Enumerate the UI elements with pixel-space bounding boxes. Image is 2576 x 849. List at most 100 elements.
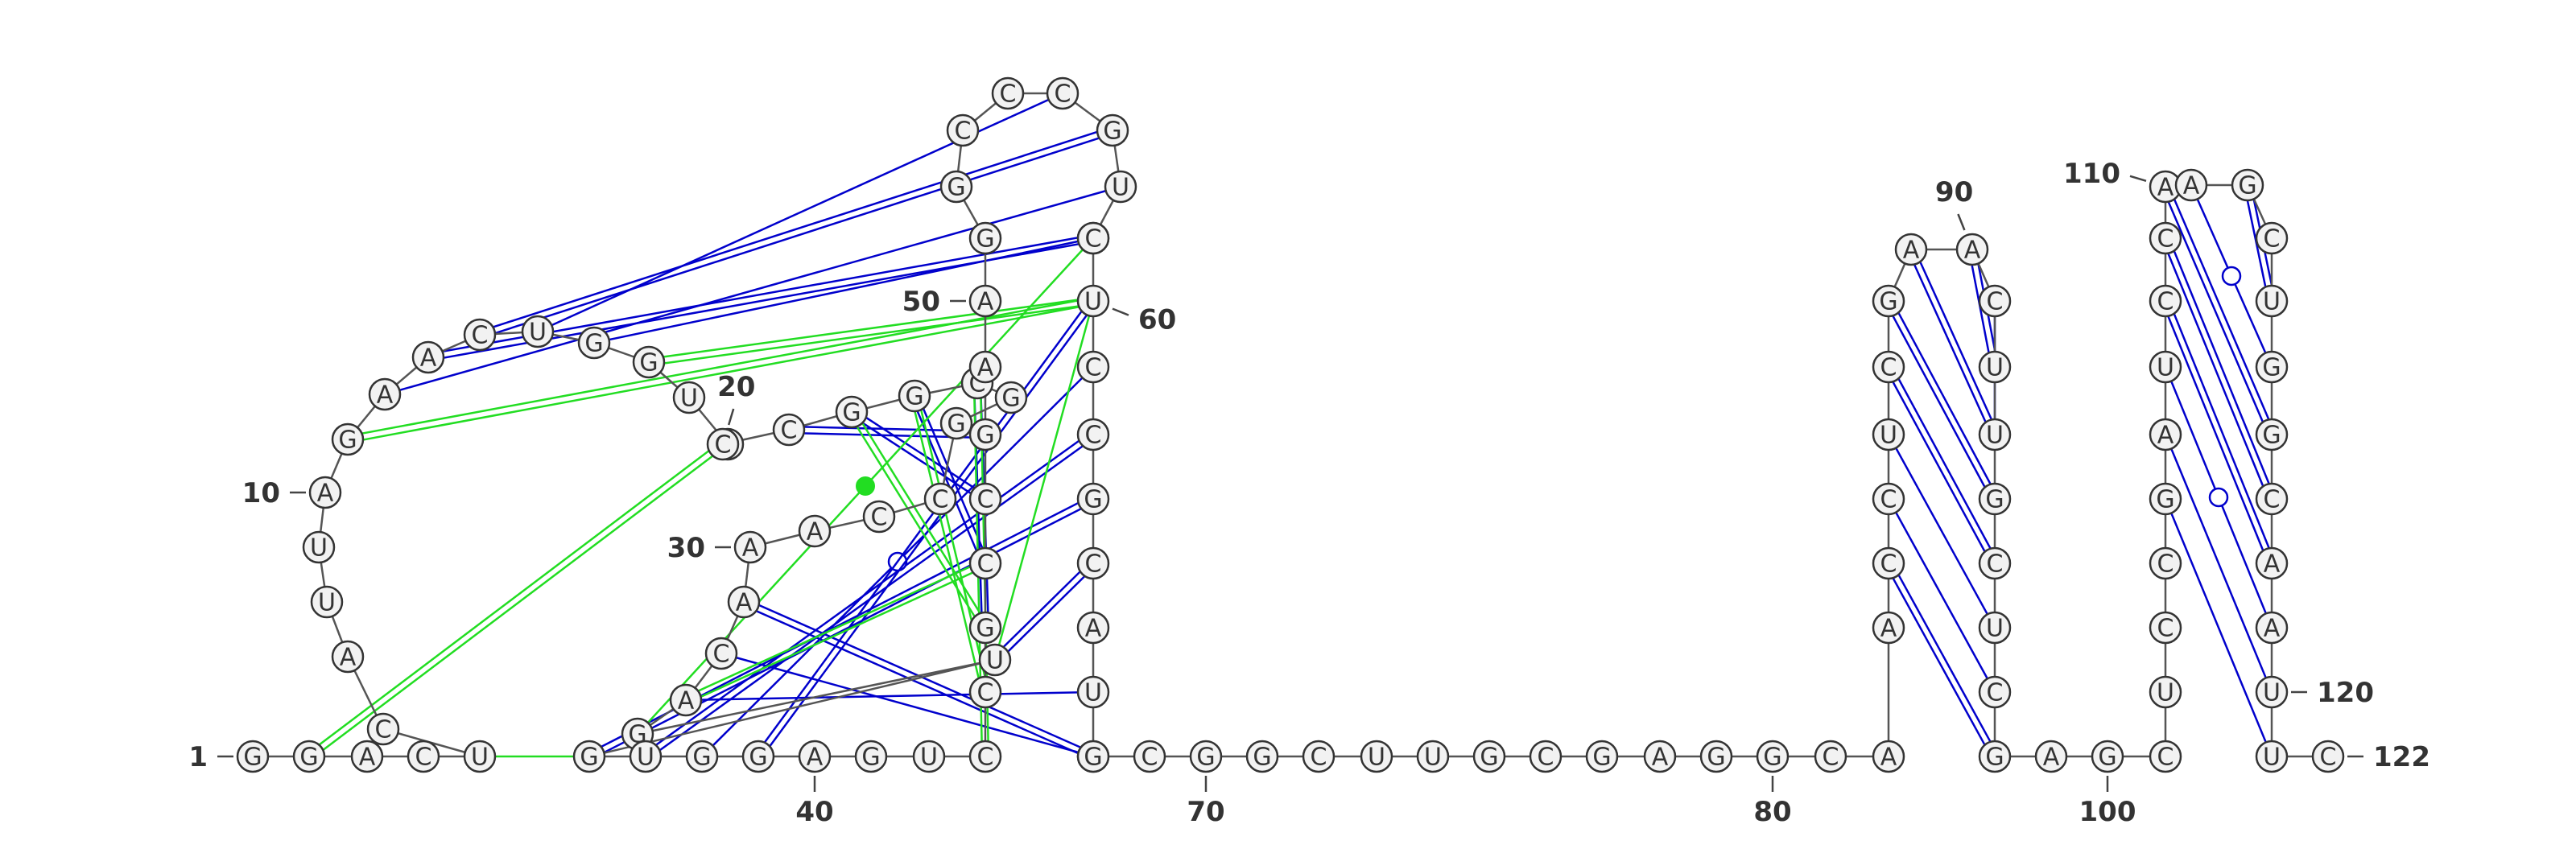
nucleotide-letter: G [1592, 744, 1611, 772]
position-label: 120 [2317, 677, 2374, 709]
nucleotide-circle [939, 406, 973, 440]
nucleotide: U [912, 740, 946, 773]
nucleotide-circle [2149, 675, 2182, 709]
base-pair-canonical-double [1907, 247, 1999, 437]
base-pair-canonical-single [384, 185, 1121, 396]
nucleotide: A [1076, 611, 1110, 645]
position-label: 100 [2079, 796, 2136, 828]
nucleotide-circle [968, 675, 1002, 709]
nucleotide: G [2255, 418, 2289, 451]
nucleotide-circle [308, 476, 342, 509]
nucleotide-circle [672, 381, 706, 414]
nucleotide-circle [923, 482, 957, 516]
nucleotide: C [407, 740, 440, 773]
nucleotide-letter: C [1880, 354, 1897, 382]
nucleotide-letter: A [2264, 550, 2281, 579]
nucleotide: A [331, 640, 365, 674]
nucleotide-circle [704, 637, 738, 670]
base-pair-line [1885, 368, 1993, 566]
base-pair-line [310, 446, 726, 760]
nucleotide: C [1872, 482, 1905, 516]
nucleotide: U [2149, 350, 2182, 384]
base-pair-line [1887, 434, 1996, 629]
nucleotide-letter: G [749, 744, 767, 772]
nucleotide-circle [1978, 675, 2012, 709]
nucleotide-circle [577, 326, 611, 360]
nucleotide: C [1872, 546, 1905, 580]
nucleotide-letter: A [678, 687, 695, 715]
nucleotide-circle [2149, 611, 2182, 645]
base-pair-canonical-single [593, 237, 1094, 344]
nucleotide-letter: G [2098, 744, 2116, 772]
nucleotide: G [939, 406, 973, 440]
nucleotide-circle [1978, 284, 2012, 318]
nucleotide-letter: G [2262, 422, 2281, 450]
nucleotide-letter: G [976, 225, 994, 253]
nucleotide-letter: U [2263, 744, 2281, 772]
nucleotide: U [1360, 740, 1393, 773]
nucleotide: C [862, 500, 896, 534]
nucleotide-letter: A [2043, 744, 2060, 772]
position-label: 10 [242, 477, 280, 509]
nucleotide-letter: C [1880, 550, 1897, 579]
nucleotide-letter: U [1084, 288, 1102, 316]
nucleotide-circle [1894, 233, 1928, 266]
nucleotide-circle [407, 740, 440, 773]
nucleotide: C [1978, 675, 2012, 709]
nucleotide-circle [968, 740, 1002, 773]
nucleotide: A [798, 740, 832, 773]
nucleotide-circle [854, 740, 888, 773]
nucleotide-circle [991, 76, 1025, 110]
position-tick-layer [217, 175, 2363, 792]
nucleotide-letter: A [2157, 422, 2174, 450]
position-label: 90 [1935, 176, 1973, 208]
nucleotide-letter: G [243, 744, 262, 772]
base-pair-line [1890, 561, 1999, 756]
nucleotide-letter: A [340, 644, 357, 672]
nucleotide-circle [1076, 350, 1110, 384]
nucleotide-letter: C [1311, 744, 1327, 772]
nucleotide-letter: U [529, 319, 547, 347]
nucleotide: C [1529, 740, 1563, 773]
nucleotide-letter: G [976, 422, 994, 450]
nucleotide: A [2149, 418, 2182, 451]
nucleotide-letter: G [947, 410, 965, 439]
nucleotide: U [1872, 418, 1905, 451]
nucleotide-circle [772, 413, 806, 447]
nucleotide-letter: C [1987, 550, 2004, 579]
base-pair-line [2161, 302, 2270, 565]
base-pair-line [1887, 498, 1996, 693]
nucleotide-letter: A [742, 534, 759, 563]
nucleotide-letter: C [2157, 744, 2174, 772]
nucleotide-letter: G [1253, 744, 1271, 772]
nucleotide-letter: U [1986, 422, 2004, 450]
base-pair-line [2167, 299, 2276, 563]
nucleotide: A [2255, 546, 2289, 580]
nucleotide: A [733, 530, 767, 564]
nucleotide-circle [733, 530, 767, 564]
nucleotide-circle [1955, 233, 1989, 266]
base-pair-line [849, 414, 985, 503]
nucleotide-letter: A [807, 518, 824, 546]
nucleotide-letter: C [1141, 744, 1158, 772]
nucleotide-letter: G [2156, 486, 2174, 514]
nucleotide-circle [968, 418, 1002, 451]
nucleotide-circle [1756, 740, 1790, 773]
nucleotide-letter: U [2157, 679, 2174, 707]
nucleotide: A [968, 350, 1002, 384]
nucleotide-circle [1104, 170, 1137, 204]
nucleotide-circle [1076, 418, 1110, 451]
base-pair-line [348, 303, 1094, 444]
nucleotide-circle [1643, 740, 1677, 773]
nucleotide-circle [302, 530, 336, 564]
nucleotide-circle [2255, 740, 2289, 773]
nucleotide: C [991, 76, 1025, 110]
nucleotide-letter: A [2157, 174, 2174, 202]
nucleotide: G [1245, 740, 1279, 773]
nucleotide-letter: C [977, 550, 994, 579]
nucleotide-circle [727, 585, 761, 619]
nucleotide-letter: G [580, 744, 598, 772]
nucleotide-letter: U [318, 589, 336, 617]
